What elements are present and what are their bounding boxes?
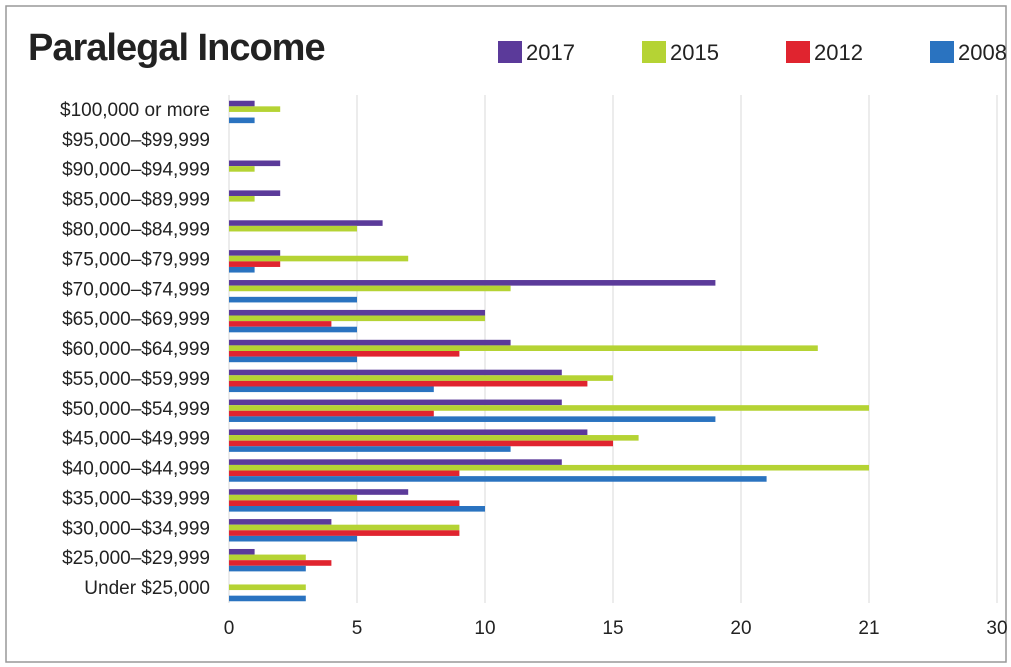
- bar: [229, 464, 869, 471]
- legend-label: 2008: [958, 40, 1007, 65]
- bar: [229, 345, 818, 351]
- legend-label: 2012: [814, 40, 863, 65]
- y-tick-label: $45,000–$49,999: [62, 429, 210, 450]
- bar: [229, 315, 485, 322]
- x-tick-label: 20: [730, 618, 751, 639]
- bar: [229, 429, 588, 436]
- frame: [5, 5, 1007, 663]
- bar: [229, 489, 409, 495]
- bar: [229, 560, 332, 566]
- bar: [229, 326, 357, 333]
- legend-label: 2017: [526, 40, 575, 65]
- bar: [229, 356, 357, 363]
- legend-swatch: [786, 41, 810, 63]
- x-tick-label: 30: [986, 618, 1007, 639]
- x-tick-label: 5: [352, 618, 363, 639]
- bar: [229, 595, 306, 602]
- chart-title: Paralegal Income: [28, 27, 325, 69]
- bar: [229, 565, 306, 572]
- bar: [229, 255, 409, 262]
- bar: [229, 339, 511, 346]
- y-tick-label: $90,000–$94,999: [62, 160, 210, 181]
- bar: [229, 117, 255, 124]
- legend-label: 2015: [670, 40, 719, 65]
- bar: [229, 309, 485, 316]
- bar: [229, 459, 562, 465]
- bar: [229, 405, 869, 411]
- bar: [229, 548, 255, 555]
- bar: [229, 494, 357, 501]
- legend-swatch: [930, 41, 954, 63]
- y-tick-label: $65,000–$69,999: [62, 309, 210, 330]
- bar: [229, 106, 281, 112]
- x-tick-label: 10: [474, 618, 495, 639]
- bar: [229, 524, 460, 531]
- bar: [229, 399, 562, 406]
- y-tick-label: $25,000–$29,999: [62, 548, 210, 569]
- bar: [229, 554, 306, 561]
- bar: [229, 296, 357, 303]
- bar: [229, 410, 434, 417]
- bar: [229, 470, 460, 477]
- x-tick-label: 21: [858, 618, 879, 639]
- bar: [229, 100, 255, 107]
- x-tick-label: 0: [224, 618, 235, 639]
- bar: [229, 519, 332, 525]
- bar: [229, 266, 255, 273]
- y-tick-label: $40,000–$44,999: [62, 459, 210, 480]
- y-tick-label: $85,000–$89,999: [62, 190, 210, 211]
- bar: [229, 369, 562, 376]
- bar: [229, 446, 511, 452]
- y-tick-label: $60,000–$64,999: [62, 339, 210, 360]
- bar: [229, 190, 281, 196]
- y-tick-label: $30,000–$34,999: [62, 518, 210, 539]
- legend-swatch: [498, 41, 522, 63]
- y-tick-label: $80,000–$84,999: [62, 219, 210, 240]
- y-tick-label: $100,000 or more: [60, 100, 210, 121]
- bar: [229, 530, 460, 536]
- y-tick-label: $75,000–$79,999: [62, 249, 210, 270]
- bar: [229, 160, 281, 167]
- bar: [229, 285, 511, 292]
- bar: [229, 280, 716, 286]
- bar: [229, 261, 281, 267]
- y-tick-label: $70,000–$74,999: [62, 279, 210, 300]
- bar: [229, 351, 460, 357]
- bar: [229, 386, 434, 393]
- bar: [229, 476, 767, 482]
- y-tick-label: $55,000–$59,999: [62, 369, 210, 390]
- bar: [229, 500, 460, 507]
- legend-swatch: [642, 41, 666, 63]
- y-tick-label: $35,000–$39,999: [62, 488, 210, 509]
- bar: [229, 220, 383, 226]
- y-tick-label: $95,000–$99,999: [62, 130, 210, 151]
- bar: [229, 380, 588, 387]
- bar: [229, 375, 613, 381]
- bar: [229, 506, 485, 512]
- bar: [229, 440, 613, 447]
- bar: [229, 584, 306, 591]
- bar: [229, 435, 639, 441]
- bar: [229, 321, 332, 327]
- bar: [229, 250, 281, 256]
- y-tick-label: Under $25,000: [84, 578, 210, 599]
- bar: [229, 225, 357, 232]
- y-tick-label: $50,000–$54,999: [62, 399, 210, 420]
- bar: [229, 535, 357, 542]
- bar: [229, 195, 255, 202]
- bar: [229, 416, 716, 422]
- bar: [229, 166, 255, 172]
- x-tick-label: 15: [602, 618, 623, 639]
